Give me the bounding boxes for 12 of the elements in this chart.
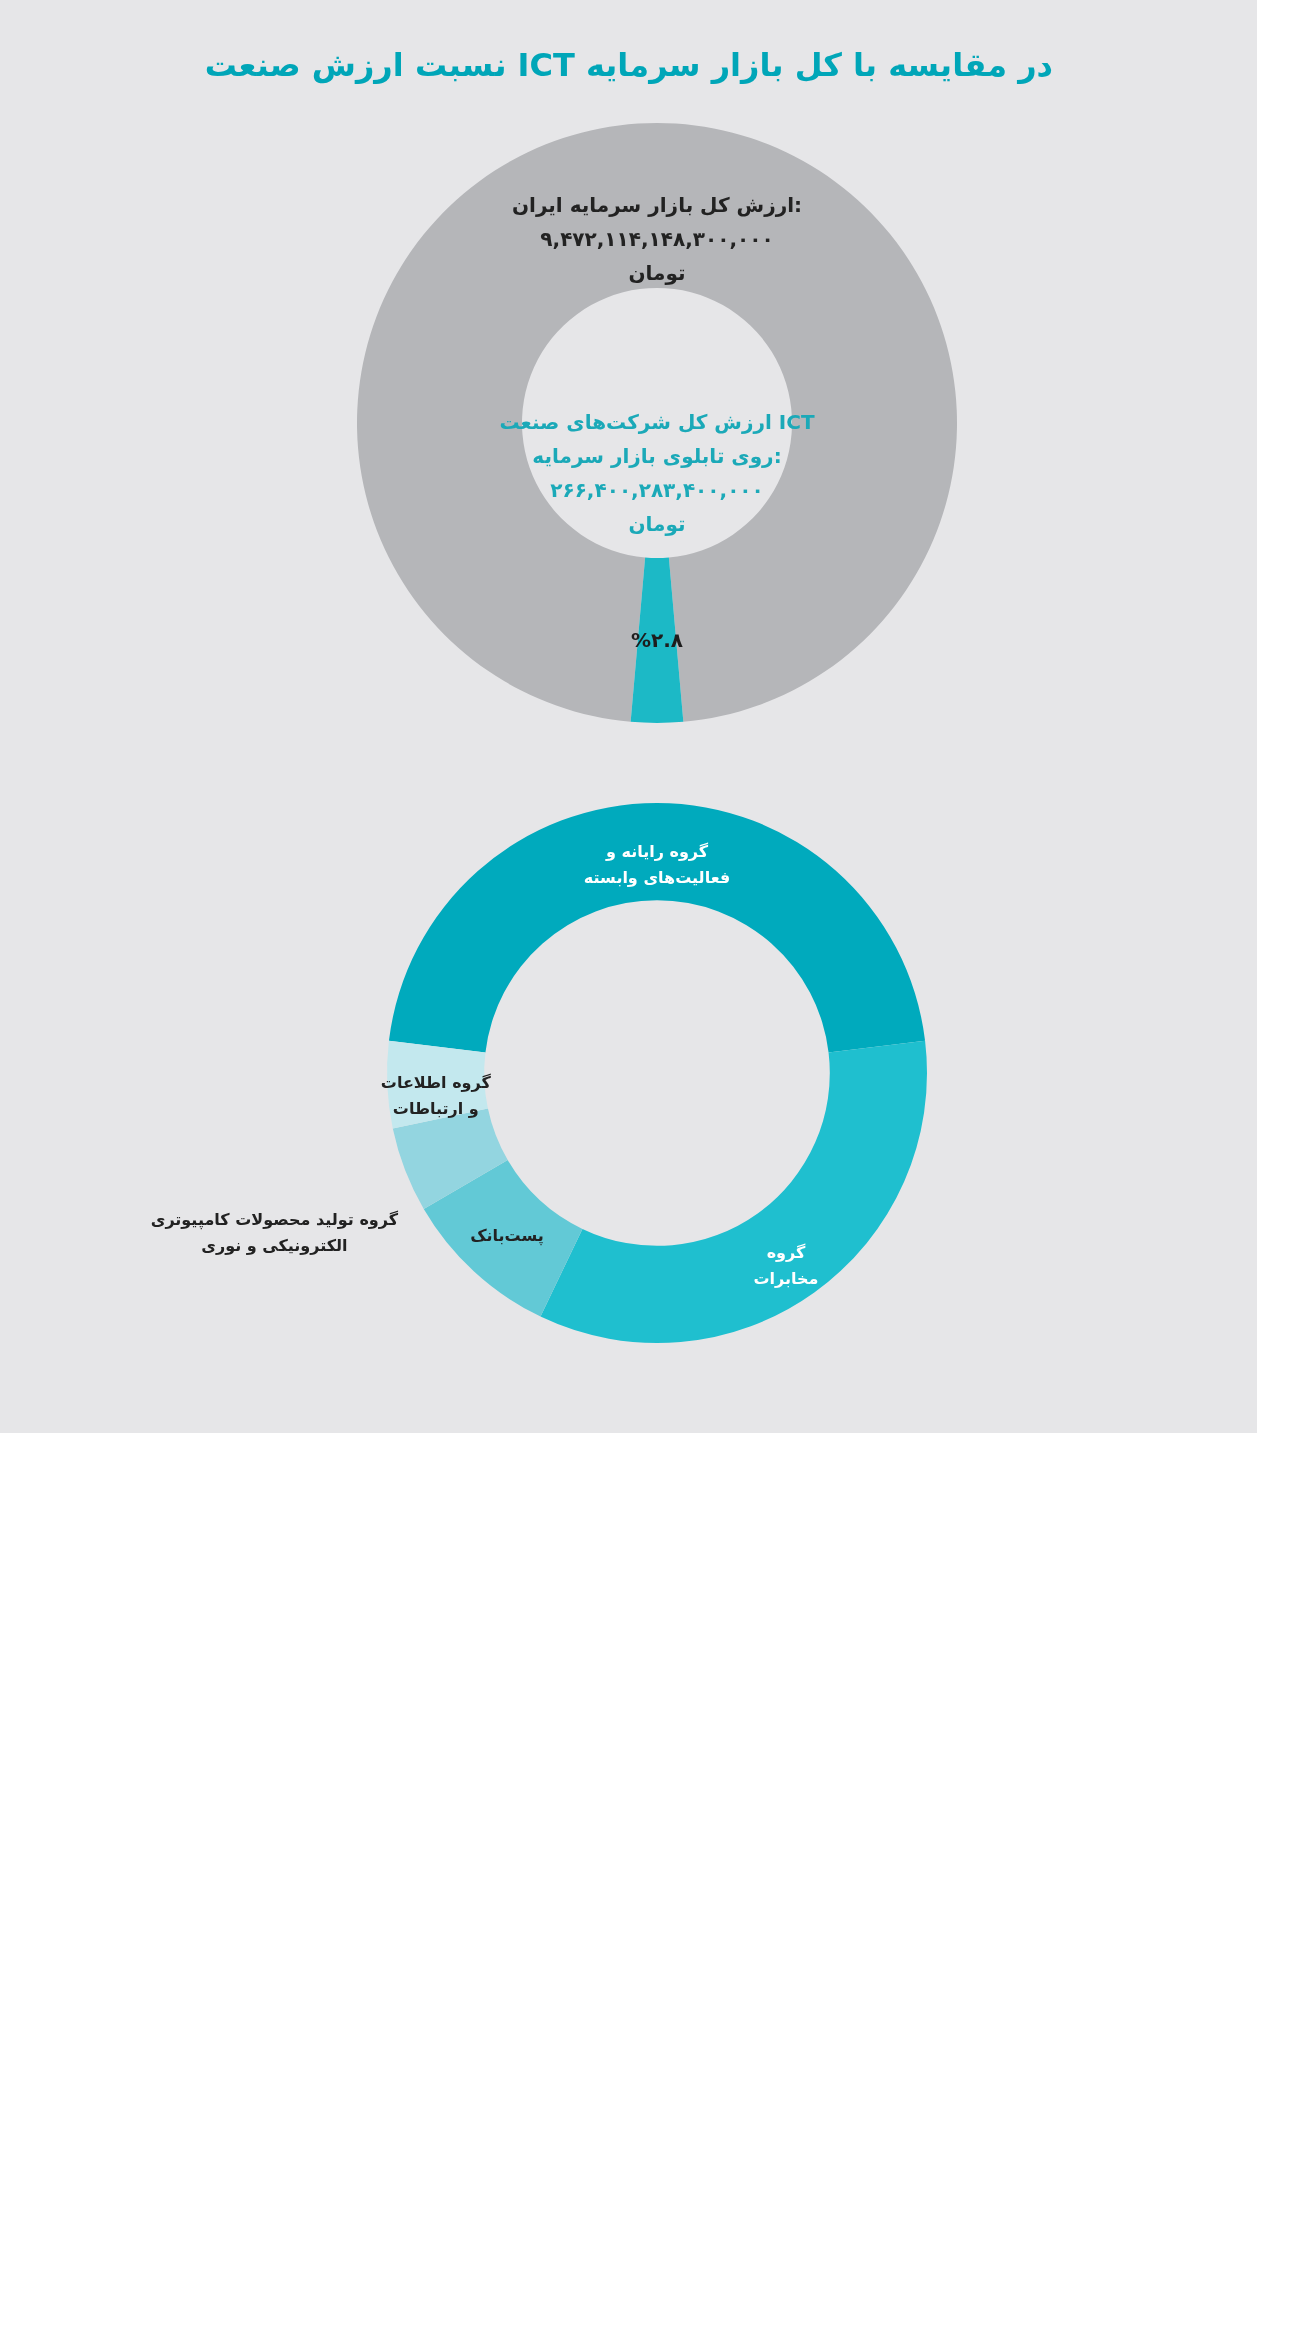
slice-label: ارزش کل شرکت‌های صنعت ICT روی تابلوی بازار سرمایه: ۲۶۶,۴۰۰,۲۸۳,۴۰۰,۰۰۰ تومان xyxy=(499,410,815,536)
donut-slice xyxy=(388,803,926,1053)
chart-title: نسبت ارزش صنعت ICT در مقایسه با کل بازار سرمایه xyxy=(204,46,1053,84)
donut-slice xyxy=(630,557,684,723)
donut-slice xyxy=(423,1160,583,1317)
slice-label: گروه مخابرات xyxy=(753,1242,819,1288)
slice-label: ارزش کل بازار سرمایه ایران: ۹,۴۷۲,۱۱۴,۱۴۸,۳۰۰,۰۰۰ تومان xyxy=(511,192,803,285)
slice-label: پست‌بانک xyxy=(470,1225,544,1246)
slice-label: گروه رایانه و فعالیت‌های وابسته xyxy=(583,841,731,887)
donut-slice xyxy=(357,123,957,722)
slice-label: گروه اطلاعات و ارتباطات xyxy=(380,1072,492,1118)
slice-label: گروه تولید محصولات کامپیوتری الکترونیکی و نوری xyxy=(150,1210,399,1256)
